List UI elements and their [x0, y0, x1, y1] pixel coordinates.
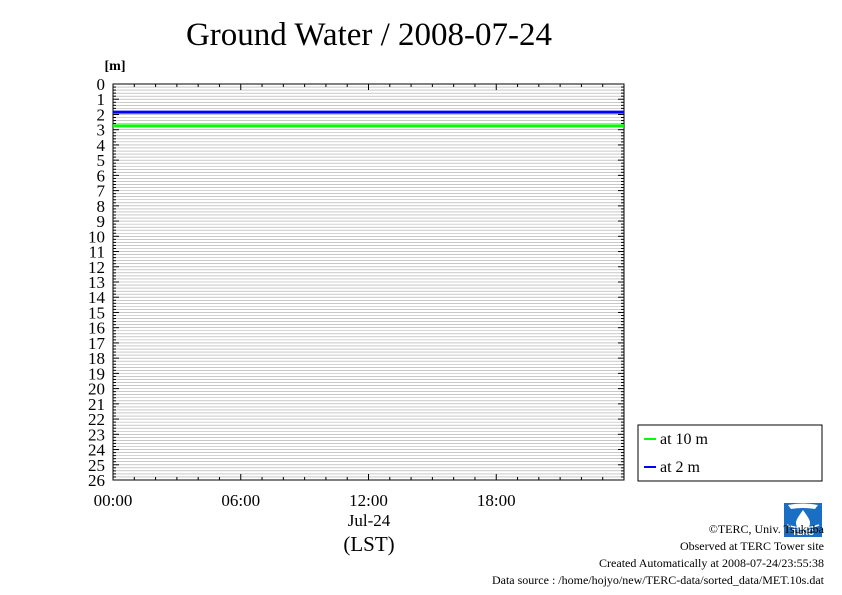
y-tick-label: 4	[97, 136, 106, 155]
y-tick-label: 21	[88, 395, 105, 414]
x-tick-label: 18:00	[477, 491, 516, 510]
y-tick-label: 25	[88, 456, 105, 475]
chart-title: Ground Water / 2008-07-24	[186, 17, 552, 53]
y-tick-label: 18	[88, 349, 105, 368]
x-axis-label: (LST)	[343, 532, 394, 556]
y-tick-label: 1	[97, 90, 106, 109]
x-tick-labels: 00:00 06:00 12:00 18:00	[94, 491, 516, 510]
y-tick-label: 15	[88, 303, 105, 322]
y-tick-label: 7	[97, 182, 106, 201]
y-tick-label: 2	[97, 105, 106, 124]
y-unit-label: [m]	[105, 59, 126, 74]
legend-label: at 10 m	[660, 431, 709, 448]
data-source-text: Data source : /home/hojyo/new/TERC-data/…	[491, 573, 824, 587]
y-tick-label: 3	[97, 121, 106, 140]
copyright-text: ©TERC, Univ. Tsukuba	[708, 522, 824, 536]
y-tick-labels: 0123456789101112131415161718192021222324…	[88, 75, 106, 490]
x-tick-label: 06:00	[221, 491, 260, 510]
y-tick-label: 6	[97, 166, 106, 185]
y-tick-label: 20	[88, 380, 105, 399]
logo-text: TERC	[792, 528, 814, 537]
y-tick-label: 12	[88, 258, 105, 277]
observed-text: Observed at TERC Tower site	[679, 539, 824, 553]
terc-logo: TERC	[784, 503, 822, 537]
y-tick-label: 9	[97, 212, 106, 231]
legend-label: at 2 m	[660, 459, 701, 476]
y-tick-label: 5	[97, 151, 106, 170]
y-tick-label: 23	[88, 425, 105, 444]
created-text: Created Automatically at 2008-07-24/23:5…	[599, 556, 824, 570]
y-tick-label: 0	[97, 75, 106, 94]
y-tick-label: 26	[88, 471, 105, 490]
y-tick-label: 24	[88, 441, 106, 460]
y-tick-label: 16	[88, 319, 105, 338]
y-tick-label: 22	[88, 410, 105, 429]
series	[113, 110, 624, 128]
y-tick-label: 13	[88, 273, 105, 292]
y-tick-label: 14	[88, 288, 106, 307]
x-tick-label: 00:00	[94, 491, 133, 510]
y-tick-label: 17	[88, 334, 106, 353]
y-tick-label: 19	[88, 364, 105, 383]
x-date-label: Jul-24	[348, 511, 391, 530]
grid	[113, 86, 624, 478]
y-tick-label: 8	[97, 197, 106, 216]
legend-box	[637, 424, 823, 482]
y-tick-label: 11	[89, 243, 105, 262]
x-tick-label: 12:00	[349, 491, 388, 510]
legend: at 10 m at 2 m	[637, 424, 823, 482]
y-tick-label: 10	[88, 227, 105, 246]
